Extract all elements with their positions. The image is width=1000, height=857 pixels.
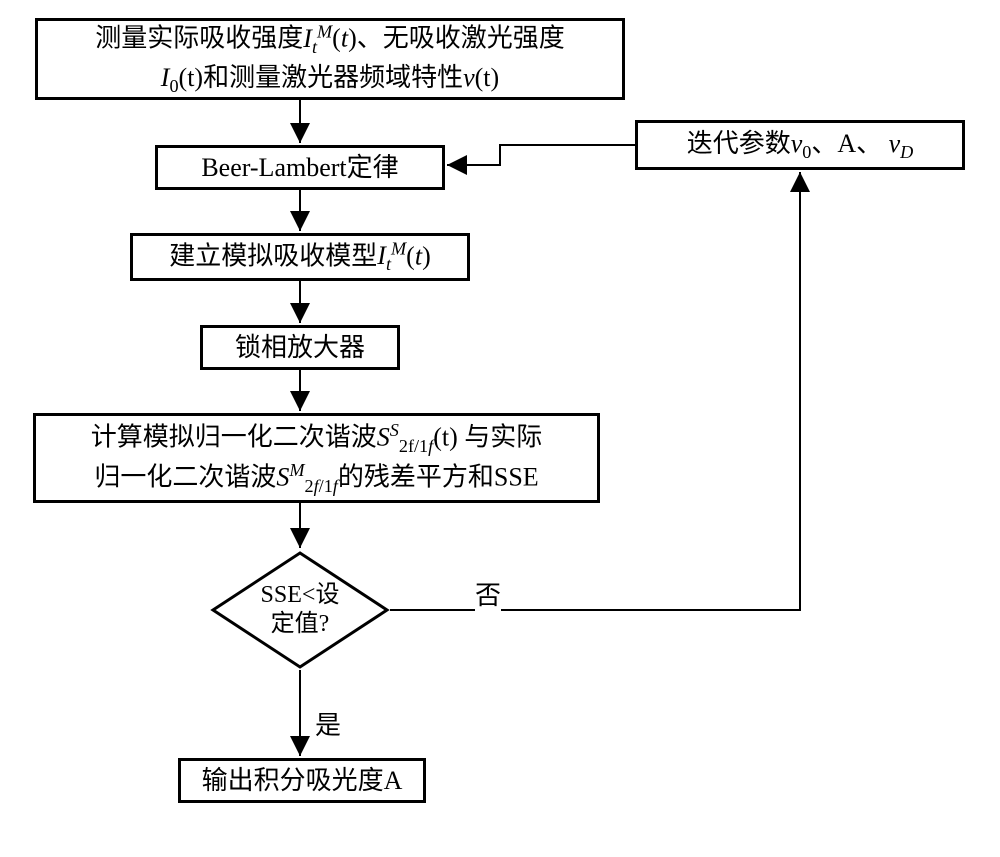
node-compute-sse: 计算模拟归一化二次谐波SS2f/1f(t) 与实际归一化二次谐波SM2f/1f的… — [33, 413, 600, 503]
node-measure-label: 测量实际吸收强度ItM(t)、无吸收激光强度I0(t)和测量激光器频域特性v(t… — [95, 19, 564, 98]
node-lock-in-amp-label: 锁相放大器 — [235, 330, 365, 365]
decision-sse: SSE<设定值? — [210, 550, 390, 670]
node-iterate-params-label: 迭代参数v0、A、 vD — [687, 126, 914, 165]
node-build-model-label: 建立模拟吸收模型ItM(t) — [169, 237, 430, 277]
node-beer-lambert-label: Beer-Lambert定律 — [201, 150, 398, 185]
node-output-A-label: 输出积分吸光度A — [202, 763, 403, 798]
edge-label-no: 否 — [475, 575, 501, 612]
node-iterate-params: 迭代参数v0、A、 vD — [635, 120, 965, 170]
node-lock-in-amp: 锁相放大器 — [200, 325, 400, 370]
edge-label-yes: 是 — [315, 705, 341, 742]
node-output-A: 输出积分吸光度A — [178, 758, 426, 803]
node-build-model: 建立模拟吸收模型ItM(t) — [130, 233, 470, 281]
node-measure: 测量实际吸收强度ItM(t)、无吸收激光强度I0(t)和测量激光器频域特性v(t… — [35, 18, 625, 100]
node-compute-sse-label: 计算模拟归一化二次谐波SS2f/1f(t) 与实际归一化二次谐波SM2f/1f的… — [91, 418, 543, 499]
node-beer-lambert: Beer-Lambert定律 — [155, 145, 445, 190]
decision-sse-label: SSE<设定值? — [261, 581, 340, 639]
